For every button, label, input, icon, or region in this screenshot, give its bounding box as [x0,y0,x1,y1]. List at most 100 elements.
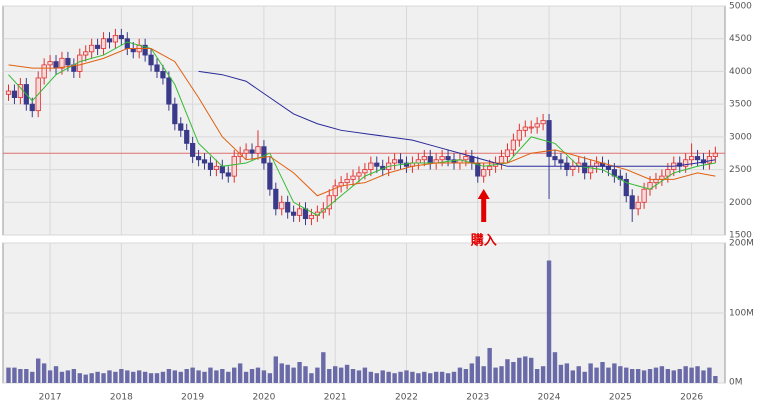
volume-bar [226,371,231,383]
candle-body [397,159,404,164]
candle-body [712,152,718,157]
candle-body [522,126,528,131]
volume-bar [505,359,510,383]
volume-bar [695,366,700,383]
volume-bar [267,373,273,383]
v-tick-label: 0M [729,378,743,388]
candle-body [225,172,231,177]
candle-body [362,169,368,174]
candle-body [623,178,629,197]
volume-bar [6,367,11,383]
candle-body [368,162,374,170]
volume-bar [30,371,35,383]
candle-body [635,201,641,210]
volume-bar [487,348,492,383]
candle-body [65,57,71,66]
candle-body [142,44,148,56]
x-tick-label: 2021 [324,393,347,403]
y-tick-label: 5000 [729,2,752,12]
volume-bar [321,352,326,383]
volume-bar [107,370,112,383]
volume-bar [148,373,154,383]
volume-bar [576,366,581,383]
volume-bar [570,370,575,383]
volume-bar [315,367,320,383]
moving-average-line [198,70,716,167]
candle-body [231,156,237,177]
candle-body [694,156,701,161]
volume-bar [588,363,593,383]
volume-bar [606,367,611,383]
candle-body [172,103,178,125]
candle-body [112,35,119,43]
volume-bar [279,363,284,383]
volume-bar [178,371,183,383]
volume-bar [410,371,415,383]
volume-bar [362,367,368,383]
candle-body [285,201,291,213]
volume-bar [309,373,314,383]
candle-body [17,84,23,98]
candle-body [350,175,356,180]
volume-bar [291,367,296,383]
volume-bar [558,364,564,383]
volume-bar [184,369,189,383]
volume-bar [214,370,219,383]
candle-body [279,201,285,210]
y-tick-label: 4000 [729,67,752,77]
volume-bar [89,373,94,383]
volume-bar [131,371,136,383]
candle-body [445,156,451,161]
annotation-arrow [477,189,490,222]
volume-bar [36,358,41,383]
volume-bar [356,370,362,383]
volume-bar [350,369,356,383]
volume-bar [24,369,29,383]
x-tick-label: 2017 [39,393,62,403]
candle-body [29,103,35,112]
candle-body [207,162,214,170]
candle-body [190,142,196,157]
volume-bar [261,370,267,383]
volume-bar [635,369,641,383]
y-tick-label: 2500 [729,165,752,175]
candle-body [677,162,683,167]
y-tick-label: 2000 [729,198,752,208]
volume-bar [475,356,480,383]
candle-body [528,126,534,129]
volume-bar [119,369,124,383]
candle-body [95,44,101,49]
moving-average-line [8,41,716,216]
volume-bar [202,371,207,383]
volume-bar [552,352,558,383]
volume-bar [53,366,59,383]
volume-bar [457,367,463,383]
volume-bar [540,366,546,383]
volume-bar [166,369,172,383]
candle-body [481,169,487,177]
volume-bar [154,373,160,383]
volume-bar [303,366,308,383]
candle-body [291,211,297,216]
volume-bar [612,363,617,383]
y-tick-label: 3500 [729,100,752,110]
candle-body [166,77,172,105]
volume-bar [136,370,142,383]
volume-bar [71,369,77,383]
volume-bar [534,369,540,383]
candle-body [5,90,12,95]
volume-bar [327,369,332,383]
candle-body [243,149,249,154]
y-tick-label: 1500 [729,231,752,241]
candle-body [160,71,166,79]
volume-bar [511,362,516,383]
candle-body [540,120,546,125]
candle-body [195,156,202,161]
candle-body [546,120,552,157]
volume-bar [517,357,522,383]
volume-bar [237,363,243,383]
volume-bar [653,367,659,383]
volume-bar [445,373,451,383]
volume-bar [374,373,379,383]
volume-bar [701,370,706,383]
